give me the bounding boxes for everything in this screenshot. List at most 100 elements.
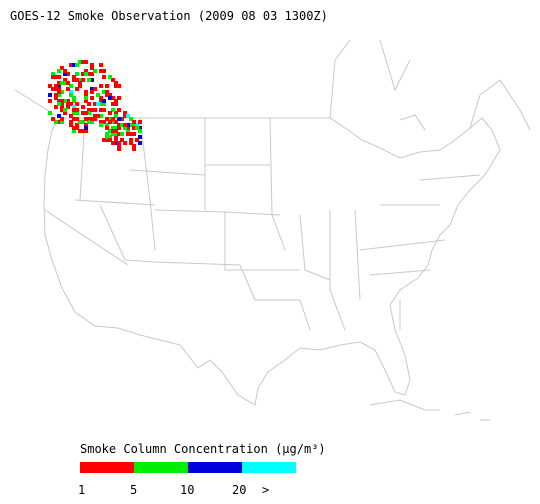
smoke-pixel [123, 114, 127, 118]
smoke-pixel [69, 84, 73, 88]
smoke-pixel [69, 90, 73, 94]
smoke-pixel [81, 120, 85, 124]
smoke-pixel [72, 78, 76, 82]
smoke-pixel [99, 102, 103, 106]
smoke-pixel [96, 93, 100, 97]
smoke-pixel [87, 102, 91, 106]
smoke-pixel [129, 117, 133, 121]
smoke-pixel [108, 96, 112, 100]
smoke-pixel [72, 111, 76, 115]
smoke-pixel [114, 99, 118, 103]
canada [14, 39, 531, 131]
smoke-pixel [132, 120, 136, 124]
smoke-pixel [123, 141, 127, 145]
smoke-pixel [75, 126, 79, 130]
smoke-pixel [57, 75, 61, 79]
smoke-pixel [78, 81, 82, 85]
smoke-pixel [108, 75, 112, 79]
smoke-pixel [111, 108, 115, 112]
color-segment [242, 462, 296, 473]
legend-label: 5 [130, 483, 137, 497]
smoke-pixel [81, 105, 85, 109]
smoke-pixel [120, 138, 124, 142]
smoke-pixel [120, 117, 124, 121]
smoke-pixel [117, 126, 121, 130]
smoke-pixel [72, 129, 76, 133]
smoke-pixel [90, 78, 94, 82]
smoke-pixel [99, 108, 103, 112]
smoke-pixel [129, 132, 133, 136]
smoke-pixel [105, 135, 109, 139]
smoke-pixel [48, 93, 52, 97]
smoke-pixel [75, 72, 79, 76]
smoke-pixel [75, 78, 79, 82]
smoke-pixel [63, 111, 67, 115]
smoke-pixel [75, 117, 79, 121]
smoke-pixel [57, 90, 61, 94]
smoke-pixel [99, 63, 103, 67]
smoke-pixel [81, 129, 85, 133]
smoke-pixel [60, 108, 64, 112]
smoke-pixel [60, 117, 64, 121]
smoke-pixel [78, 129, 82, 133]
smoke-pixel [90, 66, 94, 70]
smoke-pixel [87, 78, 91, 82]
smoke-pixel [90, 120, 94, 124]
smoke-pixel [102, 75, 106, 79]
smoke-pixel [135, 123, 139, 127]
smoke-pixel [138, 120, 142, 124]
smoke-pixel [120, 132, 124, 136]
smoke-pixel [126, 123, 130, 127]
color-segment [188, 462, 242, 473]
smoke-pixel [75, 123, 79, 127]
basemap [14, 39, 531, 421]
smoke-pixel [72, 105, 76, 109]
smoke-pixel [54, 93, 58, 97]
smoke-pixel [99, 69, 103, 73]
smoke-pixel [111, 78, 115, 82]
smoke-pixel [84, 72, 88, 76]
smoke-pixel [57, 102, 61, 106]
smoke-pixel [84, 117, 88, 121]
smoke-pixel [63, 108, 67, 112]
smoke-pixel [78, 60, 82, 64]
map-title: GOES-12 Smoke Observation (2009 08 03 13… [10, 9, 328, 23]
smoke-pixel [84, 99, 88, 103]
smoke-pixel [66, 102, 70, 106]
smoke-pixel [72, 96, 76, 100]
smoke-pixel [75, 63, 79, 67]
smoke-pixel [99, 120, 103, 124]
smoke-pixel [84, 60, 88, 64]
caribbean [369, 399, 490, 421]
smoke-pixel [126, 114, 130, 118]
smoke-pixel [138, 126, 142, 130]
smoke-pixel [129, 123, 133, 127]
smoke-pixel [54, 84, 58, 88]
us-outline [43, 117, 501, 406]
smoke-pixel [99, 84, 103, 88]
smoke-pixel [132, 123, 136, 127]
smoke-pixel [105, 84, 109, 88]
smoke-pixel [135, 138, 139, 142]
smoke-pixel [120, 123, 124, 127]
smoke-pixel [60, 99, 64, 103]
smoke-pixel [72, 99, 76, 103]
smoke-pixel [60, 66, 64, 70]
legend-label: 10 [180, 483, 194, 497]
smoke-pixel [87, 108, 91, 112]
smoke-pixel [114, 81, 118, 85]
smoke-pixel [51, 117, 55, 121]
smoke-pixel [108, 93, 112, 97]
smoke-pixel [111, 132, 115, 136]
smoke-pixel [117, 108, 121, 112]
smoke-pixel [117, 84, 121, 88]
smoke-pixel [54, 120, 58, 124]
smoke-pixel [81, 78, 85, 82]
smoke-pixel [84, 96, 88, 100]
smoke-pixel [63, 81, 67, 85]
smoke-pixel [72, 108, 76, 112]
smoke-pixel [81, 72, 85, 76]
smoke-pixel [99, 99, 103, 103]
smoke-pixel [96, 114, 100, 118]
